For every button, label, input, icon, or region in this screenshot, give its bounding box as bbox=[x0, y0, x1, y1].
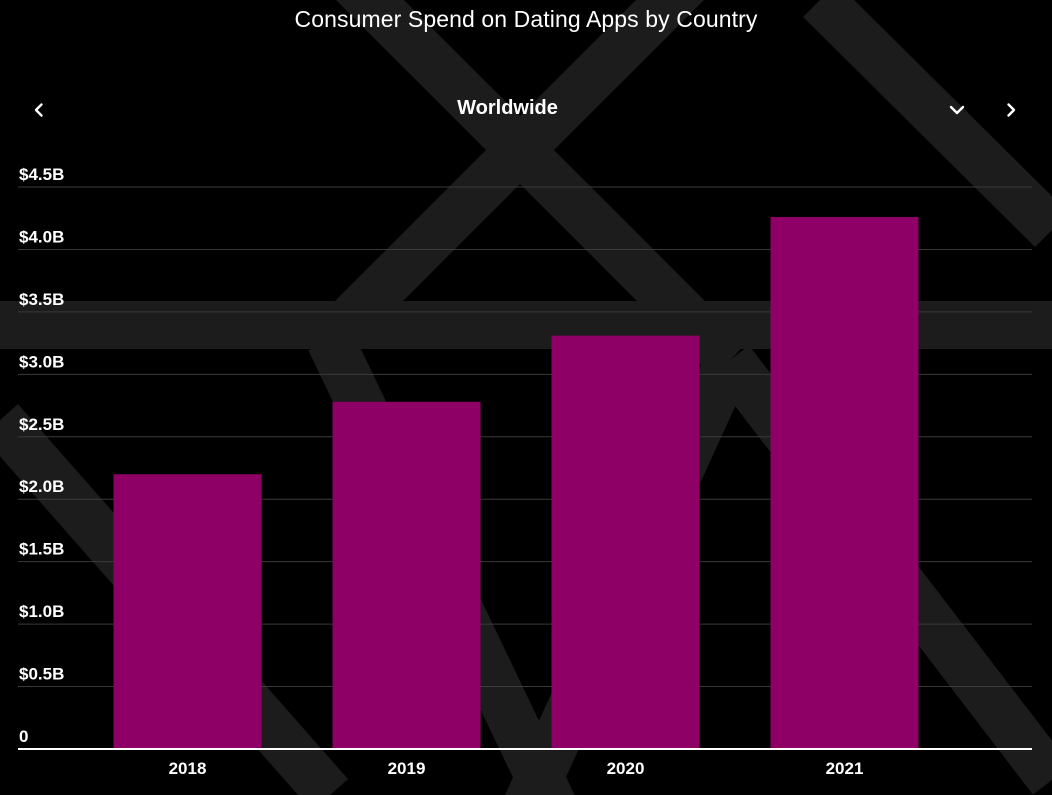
chevron-left-icon bbox=[34, 103, 43, 117]
bars bbox=[113, 216, 919, 749]
previous-region-button[interactable] bbox=[21, 92, 57, 128]
y-tick-label: $4.0B bbox=[19, 227, 64, 246]
bar-2021[interactable] bbox=[770, 216, 919, 749]
bar-2019[interactable] bbox=[332, 401, 481, 749]
region-dropdown-button[interactable] bbox=[939, 92, 975, 128]
bar-2020[interactable] bbox=[551, 335, 700, 749]
x-tick-label: 2018 bbox=[169, 759, 207, 778]
chart-title: Consumer Spend on Dating Apps by Country bbox=[294, 6, 758, 32]
y-tick-label: $0.5B bbox=[19, 665, 64, 684]
y-tick-label: $4.5B bbox=[19, 165, 64, 184]
x-tick-label: 2021 bbox=[826, 759, 864, 778]
y-tick-label: $3.0B bbox=[19, 352, 64, 371]
x-axis-ticks: 2018 2019 2020 2021 bbox=[169, 759, 864, 778]
y-axis-ticks: 0 $0.5B $1.0B $1.5B $2.0B $2.5B $3.0B $3.5B $4.0… bbox=[19, 165, 64, 746]
y-tick-label: $2.0B bbox=[19, 477, 64, 496]
y-tick-label: $3.5B bbox=[19, 290, 64, 309]
next-region-button[interactable] bbox=[993, 92, 1029, 128]
x-tick-label: 2020 bbox=[607, 759, 645, 778]
y-tick-label: $2.5B bbox=[19, 415, 64, 434]
bar-2018[interactable] bbox=[113, 474, 262, 749]
y-tick-label: $1.0B bbox=[19, 602, 64, 621]
chevron-right-icon bbox=[1007, 103, 1016, 117]
chevron-down-icon bbox=[949, 105, 965, 115]
x-tick-label: 2019 bbox=[388, 759, 426, 778]
region-label: Worldwide bbox=[457, 97, 558, 119]
y-tick-label: 0 bbox=[19, 727, 28, 746]
region-navigation: Worldwide bbox=[0, 92, 1052, 128]
y-tick-label: $1.5B bbox=[19, 540, 64, 559]
